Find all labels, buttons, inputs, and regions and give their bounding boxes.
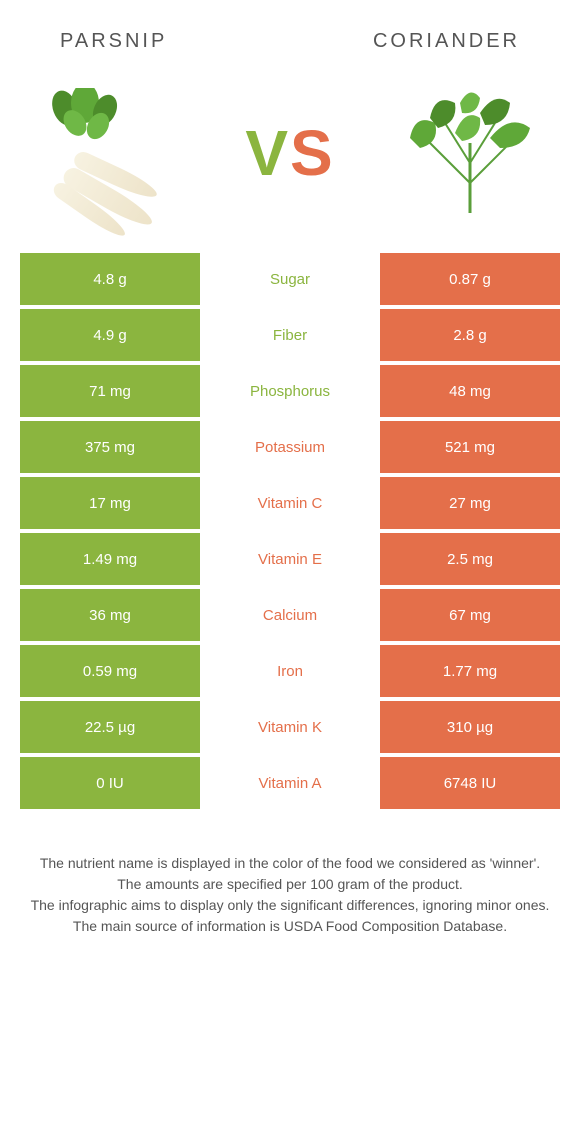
value-right: 521 mg (380, 421, 560, 473)
nutrient-label: Calcium (200, 589, 380, 641)
nutrient-table: 4.8 gSugar0.87 g4.9 gFiber2.8 g71 mgPhos… (0, 253, 580, 813)
value-right: 67 mg (380, 589, 560, 641)
value-right: 48 mg (380, 365, 560, 417)
value-left: 375 mg (20, 421, 200, 473)
table-row: 375 mgPotassium521 mg (20, 421, 560, 477)
table-row: 36 mgCalcium67 mg (20, 589, 560, 645)
nutrient-label: Sugar (200, 253, 380, 305)
footer-line: The amounts are specified per 100 gram o… (30, 874, 550, 895)
vs-label: VS (245, 116, 334, 190)
nutrient-label: Fiber (200, 309, 380, 361)
coriander-image (380, 83, 560, 223)
value-left: 22.5 µg (20, 701, 200, 753)
value-left: 36 mg (20, 589, 200, 641)
food-title-right: CORIANDER (373, 30, 520, 53)
table-row: 0 IUVitamin A6748 IU (20, 757, 560, 813)
table-row: 0.59 mgIron1.77 mg (20, 645, 560, 701)
value-right: 27 mg (380, 477, 560, 529)
value-right: 2.5 mg (380, 533, 560, 585)
nutrient-label: Vitamin C (200, 477, 380, 529)
footer-line: The nutrient name is displayed in the co… (30, 853, 550, 874)
footer-line: The infographic aims to display only the… (30, 895, 550, 916)
table-row: 4.9 gFiber2.8 g (20, 309, 560, 365)
value-left: 17 mg (20, 477, 200, 529)
nutrient-label: Vitamin K (200, 701, 380, 753)
header: PARSNIP CORIANDER (0, 0, 580, 73)
nutrient-label: Vitamin A (200, 757, 380, 809)
table-row: 22.5 µgVitamin K310 µg (20, 701, 560, 757)
value-right: 6748 IU (380, 757, 560, 809)
food-title-left: PARSNIP (60, 30, 167, 53)
table-row: 4.8 gSugar0.87 g (20, 253, 560, 309)
table-row: 1.49 mgVitamin E2.5 mg (20, 533, 560, 589)
table-row: 17 mgVitamin C27 mg (20, 477, 560, 533)
parsnip-leaves-icon (50, 88, 120, 148)
value-right: 1.77 mg (380, 645, 560, 697)
value-left: 0.59 mg (20, 645, 200, 697)
footer-line: The main source of information is USDA F… (30, 916, 550, 937)
hero: VS (0, 73, 580, 253)
parsnip-image (20, 83, 200, 223)
value-right: 2.8 g (380, 309, 560, 361)
footer-notes: The nutrient name is displayed in the co… (0, 813, 580, 937)
value-left: 0 IU (20, 757, 200, 809)
value-right: 0.87 g (380, 253, 560, 305)
nutrient-label: Iron (200, 645, 380, 697)
value-right: 310 µg (380, 701, 560, 753)
value-left: 1.49 mg (20, 533, 200, 585)
vs-v: V (245, 117, 290, 189)
nutrient-label: Phosphorus (200, 365, 380, 417)
vs-s: S (290, 117, 335, 189)
coriander-icon (380, 83, 560, 223)
value-left: 4.9 g (20, 309, 200, 361)
nutrient-label: Potassium (200, 421, 380, 473)
table-row: 71 mgPhosphorus48 mg (20, 365, 560, 421)
value-left: 71 mg (20, 365, 200, 417)
nutrient-label: Vitamin E (200, 533, 380, 585)
value-left: 4.8 g (20, 253, 200, 305)
